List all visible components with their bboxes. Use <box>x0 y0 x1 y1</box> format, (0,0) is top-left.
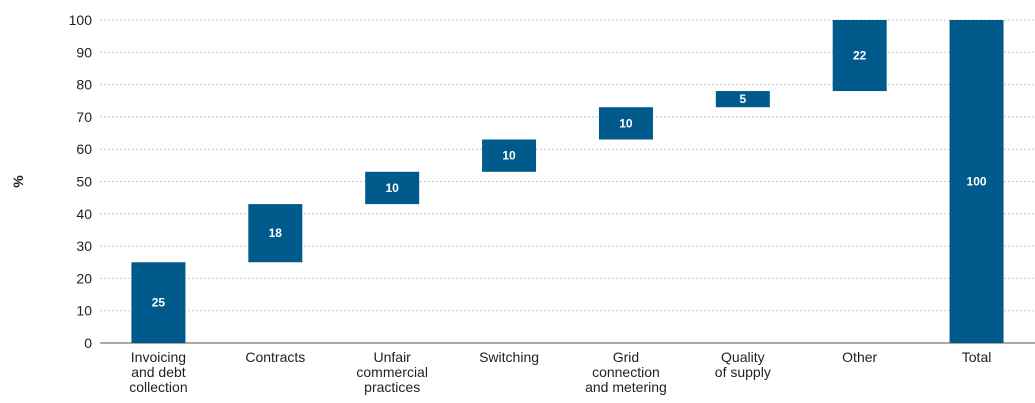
category-label: Contracts <box>245 349 305 365</box>
y-tick-label: 30 <box>76 238 92 254</box>
y-tick-label: 20 <box>76 270 92 286</box>
data-label: 22 <box>853 49 867 63</box>
category-label: Switching <box>479 349 539 365</box>
y-tick-label: 40 <box>76 206 92 222</box>
data-label: 10 <box>619 116 633 130</box>
bar <box>482 139 537 172</box>
bar <box>131 262 186 343</box>
y-tick-label: 80 <box>76 77 92 93</box>
category-label: Invoicing and debt collection <box>129 349 187 395</box>
data-label: 18 <box>269 226 283 240</box>
y-tick-label: 50 <box>76 174 92 190</box>
bar <box>248 204 303 263</box>
category-label: Other <box>842 349 877 365</box>
data-label: 100 <box>967 175 987 189</box>
data-label: 10 <box>502 149 516 163</box>
bar <box>715 91 770 108</box>
y-axis-label: % <box>10 175 26 188</box>
y-tick-label: 60 <box>76 141 92 157</box>
y-tick-label: 10 <box>76 303 92 319</box>
gridlines <box>100 19 1035 312</box>
data-label: 5 <box>739 92 746 106</box>
y-tick-label: 70 <box>76 109 92 125</box>
bar <box>365 171 420 205</box>
y-tick-label: 100 <box>69 12 93 28</box>
bar <box>949 20 1004 343</box>
y-tick-label: 0 <box>84 335 92 351</box>
bar <box>832 20 887 92</box>
bar <box>598 107 653 140</box>
data-label: 10 <box>386 181 400 195</box>
bars: 25 18 10 10 10 5 22 100 <box>131 20 1004 343</box>
category-label: Grid connection and metering <box>585 349 667 395</box>
category-label: Quality of supply <box>715 349 771 380</box>
data-label: 25 <box>152 296 166 310</box>
category-labels: Invoicing and debt collection Contracts Unfa… <box>129 349 991 395</box>
y-axis-ticks: 0 10 20 30 40 50 60 70 80 90 100 <box>69 12 93 351</box>
category-label: Unfair commercial practices <box>356 349 428 395</box>
y-tick-label: 90 <box>76 44 92 60</box>
category-label: Total <box>962 349 992 365</box>
